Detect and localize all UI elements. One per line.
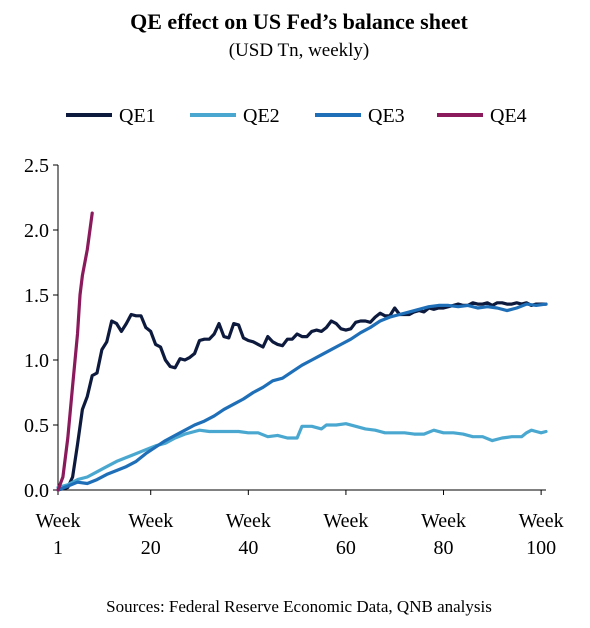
source-note: Sources: Federal Reserve Economic Data, … (106, 597, 492, 616)
series-line-qe4 (56, 211, 94, 492)
x-tick-label: Week 40 (226, 510, 271, 559)
y-tick-label: 2.0 (24, 220, 49, 242)
legend: QE1 QE2 QE3 QE4 (66, 105, 527, 127)
y-tick-label: 2.5 (24, 155, 49, 177)
legend-label-qe2: QE2 (243, 105, 280, 127)
x-tick-label: Week 20 (128, 510, 173, 559)
series-line-qe2 (56, 422, 548, 489)
y-ticks: 0.0 0.5 1.0 1.5 2.0 2.5 (24, 155, 58, 502)
legend-label-qe4: QE4 (490, 105, 527, 127)
legend-label-qe1: QE1 (119, 105, 156, 127)
y-tick-label: 1.5 (24, 285, 49, 307)
chart-subtitle: (USD Tn, weekly) (229, 40, 370, 61)
x-tick-label: Week 60 (323, 510, 368, 559)
x-tick-label: Week 80 (421, 510, 466, 559)
x-ticks: Week 1 Week 20 Week 40 Week 60 Week 80 Week 100 (35, 490, 564, 559)
legend-label-qe3: QE3 (368, 105, 405, 127)
chart-title: QE effect on US Fed’s balance sheet (130, 9, 468, 34)
x-tick-label: Week 100 (519, 510, 564, 559)
series-line-qe1 (56, 301, 548, 492)
y-tick-label: 1.0 (24, 350, 49, 372)
y-tick-label: 0.5 (24, 415, 49, 437)
series-lines (56, 211, 548, 492)
series-line-qe3 (56, 302, 548, 492)
axes (57, 165, 546, 491)
y-tick-label: 0.0 (24, 480, 49, 502)
x-tick-label: Week 1 (35, 510, 80, 559)
